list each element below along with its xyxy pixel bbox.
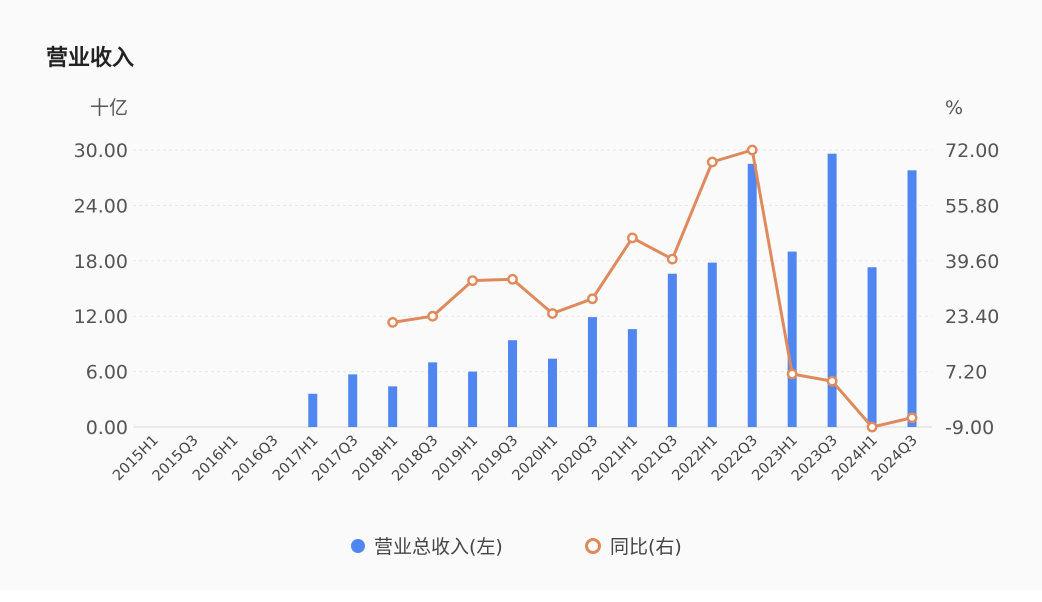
bar-2024Q3 [907,170,917,427]
legend-line-label: 同比(右) [610,536,682,558]
left-tick-label: 12.00 [74,306,128,328]
legend: 营业总收入(左) 同比(右) [351,536,682,558]
right-axis-unit: % [945,97,963,119]
left-tick-label: 24.00 [74,195,128,217]
grid-layer [133,149,932,428]
yoy-point-2019H1 [467,275,478,287]
yoy-point-2020H1 [547,308,558,319]
bar-2018H1 [388,386,398,427]
right-tick-label: 39.60 [945,251,999,273]
bar-layer [308,153,917,427]
line-layer [387,144,918,433]
right-tick-label: -9.00 [945,417,994,439]
bar-2023H1 [787,251,797,427]
legend-bar-label: 营业总收入(左) [374,536,503,558]
bar-2020Q3 [587,317,597,427]
axis-layer: 0.00 6.00 12.00 18.00 24.00 30.00 -9.00 7.20 23.… [74,97,1000,485]
right-tick-label: 72.00 [945,140,999,162]
bar-2018Q3 [428,362,438,427]
bar-2023Q3 [827,153,837,427]
bar-2021Q3 [667,273,677,427]
yoy-point-2021Q3 [666,253,678,265]
legend-bar-marker [351,539,365,553]
yoy-point-2024Q3 [906,412,918,424]
yoy-line [392,148,913,429]
yoy-point-2024H1 [866,421,878,433]
yoy-point-2022H1 [706,156,718,168]
yoy-point-2023H1 [786,368,798,380]
left-axis-unit: 十亿 [90,97,128,119]
right-tick-label: 55.80 [945,195,999,217]
legend-line-marker [585,538,601,554]
left-tick-label: 0.00 [86,417,128,439]
bar-2024H1 [867,267,877,427]
bar-2019Q3 [508,340,518,427]
right-tick-label: 7.20 [945,362,987,384]
yoy-point-2022Q3 [746,144,758,156]
right-tick-label: 23.40 [945,306,999,328]
yoy-point-2018Q3 [427,310,439,322]
bar-2017Q3 [348,374,358,427]
bar-2022H1 [707,262,717,427]
yoy-point-2021H1 [626,232,638,244]
bar-2022Q3 [747,163,757,427]
left-tick-label: 6.00 [86,362,128,384]
left-tick-label: 30.00 [74,140,128,162]
yoy-point-2020Q3 [587,293,598,305]
bar-2021H1 [627,329,637,427]
yoy-point-2018H1 [387,316,399,328]
bar-2017H1 [308,393,318,427]
bar-2020H1 [547,358,557,427]
yoy-point-2019Q3 [507,273,518,285]
chart-title: 营业收入 [46,46,135,71]
bar-2019H1 [468,371,478,427]
left-tick-label: 18.00 [74,251,128,273]
yoy-point-2023Q3 [826,375,838,387]
